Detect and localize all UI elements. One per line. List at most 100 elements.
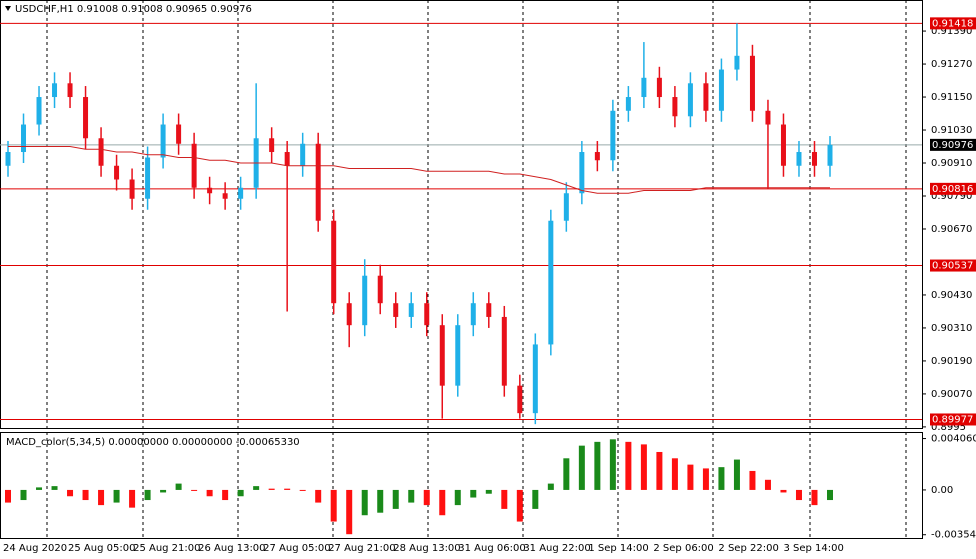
- macd-bar: [175, 483, 182, 490]
- macd-bar: [67, 489, 74, 497]
- price-label: 0.90976: [932, 140, 973, 151]
- candle-body: [52, 83, 58, 98]
- candle-body: [424, 303, 430, 326]
- macd-bar: [764, 479, 771, 490]
- candle-body: [269, 138, 275, 153]
- macd-bar: [377, 489, 384, 513]
- macd-bar: [718, 467, 725, 490]
- macd-tick-label: 0.0040608: [931, 434, 976, 445]
- x-tick-label: 2 Sep 06:00: [653, 543, 713, 554]
- candle-body: [207, 187, 213, 194]
- candle-body: [377, 275, 383, 304]
- macd-bar: [268, 488, 275, 490]
- macd-bar: [671, 458, 678, 490]
- price-label-bg: [930, 259, 976, 272]
- macd-bar: [532, 489, 539, 509]
- x-tick-label: 28 Aug 13:00: [393, 543, 460, 554]
- candle-body: [796, 152, 802, 166]
- macd-title: MACD_color(5,34,5) 0.00000000 0.00000000…: [6, 437, 300, 448]
- candle-body: [532, 344, 538, 414]
- x-tick-label: 31 Aug 06:00: [458, 543, 525, 554]
- candle-body: [548, 220, 554, 345]
- candle-body: [346, 303, 352, 326]
- y-tick-label: 0.91030: [931, 125, 972, 136]
- x-tick-label: 1 Sep 14:00: [588, 543, 648, 554]
- candle-body: [749, 55, 755, 111]
- candle-body: [718, 69, 724, 111]
- candle-body: [811, 152, 817, 166]
- candle-body: [21, 124, 27, 153]
- y-tick-label: 0.91390: [931, 26, 972, 37]
- candle-body: [470, 303, 476, 326]
- macd-bar: [129, 489, 136, 508]
- candle-body: [563, 193, 569, 221]
- price-label: 0.89977: [932, 414, 973, 425]
- macd-bar: [795, 489, 802, 501]
- macd-bar: [408, 489, 415, 503]
- candle-body: [5, 152, 11, 166]
- macd-bar: [470, 489, 477, 498]
- main-frame: [0, 0, 923, 429]
- y-tick-label: 0.90310: [931, 323, 972, 334]
- macd-bar: [749, 470, 756, 490]
- candle-body: [191, 143, 197, 188]
- macd-bar: [733, 459, 740, 490]
- price-label: 0.90816: [932, 184, 973, 195]
- candle-body: [439, 325, 445, 386]
- macd-bar: [687, 464, 694, 490]
- candle-body: [455, 325, 461, 386]
- x-tick-label: 25 Aug 21:00: [133, 543, 200, 554]
- macd-bar: [113, 489, 120, 503]
- macd-bar: [454, 489, 461, 506]
- macd-bar: [253, 486, 260, 490]
- y-tick-label: 0.91270: [931, 59, 972, 70]
- candle-body: [300, 143, 306, 166]
- candle-body: [129, 179, 135, 199]
- macd-bar: [609, 439, 616, 490]
- candle-body: [408, 303, 414, 317]
- macd-bar: [361, 489, 368, 516]
- macd-bar: [423, 489, 430, 506]
- macd-bar: [625, 441, 632, 490]
- macd-tick-label: -0.003541: [931, 530, 976, 541]
- macd-bar: [702, 468, 709, 490]
- macd-bar: [827, 489, 833, 501]
- macd-tick-label: 0.00: [931, 485, 953, 496]
- chart-title: USDCHF,H1 0.91008 0.91008 0.90965 0.9097…: [15, 4, 252, 15]
- x-tick-label: 2 Sep 22:00: [718, 543, 778, 554]
- macd-bar: [780, 489, 787, 493]
- candle-body: [579, 152, 585, 194]
- x-tick-label: 31 Aug 22:00: [523, 543, 590, 554]
- macd-bar: [640, 444, 647, 490]
- price-label: 0.91418: [932, 18, 973, 29]
- macd-bar: [5, 489, 11, 503]
- macd-bar: [392, 489, 399, 509]
- menu-arrow[interactable]: [5, 6, 11, 11]
- macd-bar: [284, 488, 291, 490]
- x-tick-label: 27 Aug 21:00: [328, 543, 395, 554]
- candle-body: [703, 83, 709, 111]
- candle-body: [176, 124, 182, 144]
- candle-body: [331, 220, 337, 304]
- macd-bar: [563, 458, 570, 490]
- macd-bar: [20, 489, 27, 501]
- macd-bar: [206, 489, 213, 497]
- candle-body: [238, 187, 244, 199]
- x-tick-label: 24 Aug 2020: [3, 543, 67, 554]
- candle-body: [656, 77, 662, 98]
- candle-body: [687, 83, 693, 117]
- candle-body: [83, 97, 89, 139]
- macd-bar: [578, 445, 585, 490]
- macd-bar: [237, 489, 244, 497]
- candle-body: [641, 77, 647, 98]
- candle-body: [765, 110, 771, 125]
- candle-body: [393, 303, 399, 317]
- candle-body: [362, 275, 368, 326]
- x-tick-label: 3 Sep 14:00: [783, 543, 843, 554]
- macd-bar: [811, 489, 818, 506]
- macd-bar: [160, 489, 167, 493]
- x-tick-label: 25 Aug 05:00: [68, 543, 135, 554]
- candle-body: [222, 193, 228, 199]
- macd-bar: [315, 489, 322, 503]
